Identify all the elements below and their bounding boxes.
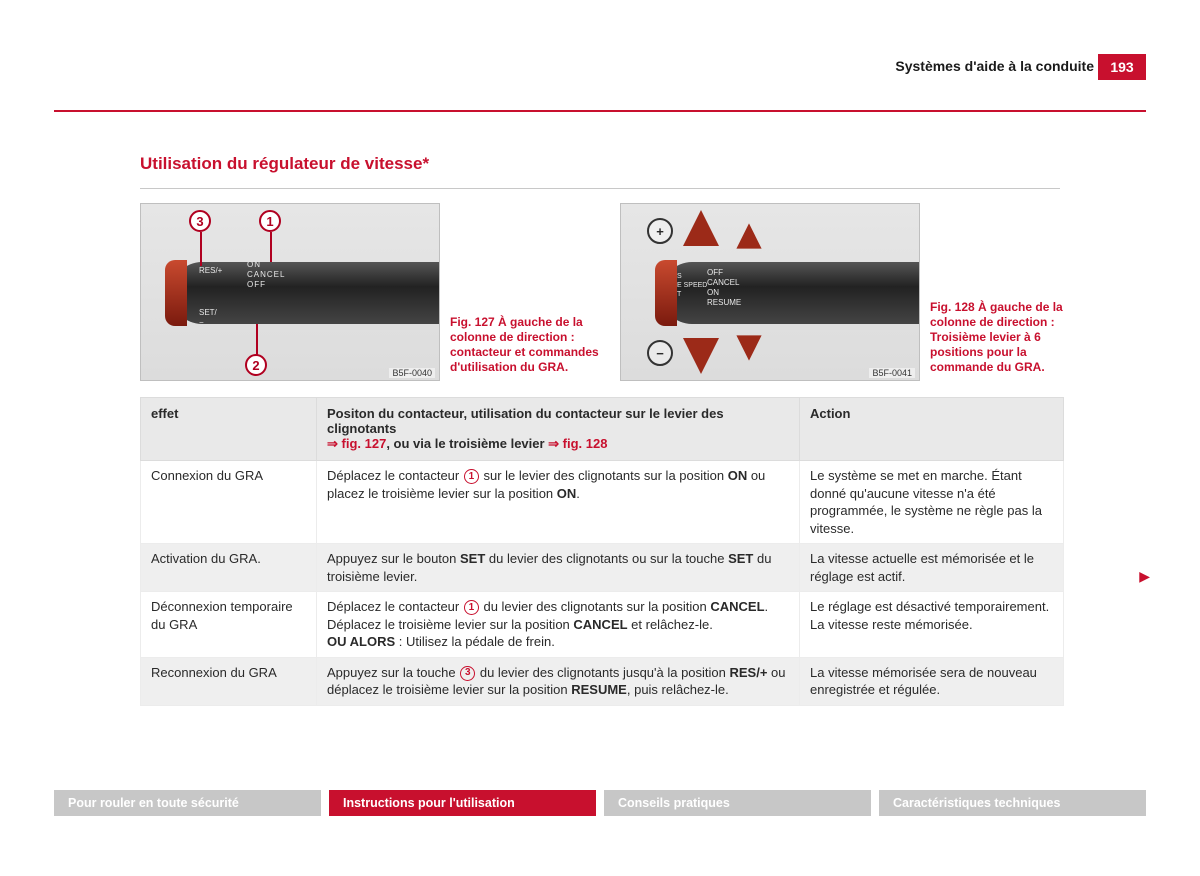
cell-position: Déplacez le contacteur 1 sur le levier d… [317,461,800,544]
page-number: 193 [1098,54,1146,80]
tab-safety[interactable]: Pour rouler en toute sécurité [54,790,321,816]
figure-128-image: OFF CANCEL ON RESUME S E SPEED T + − B5F… [620,203,920,381]
minus-icon: − [647,340,673,366]
footer-tabs: Pour rouler en toute sécurité Instructio… [54,790,1146,816]
figure-128-block: OFF CANCEL ON RESUME S E SPEED T + − B5F… [620,203,1088,381]
cell-position: Déplacez le contacteur 1 du levier des c… [317,592,800,658]
callout-1: 1 [259,210,281,232]
continue-marker-icon: ▶ [1139,568,1150,585]
badge-3: 3 [460,666,475,681]
ref-fig127: ⇒ fig. 127 [327,436,386,451]
callout-3: 3 [189,210,211,232]
cell-effet: Activation du GRA. [141,544,317,592]
figure-127-block: RES/+ SET/− ON CANCEL OFF 3 1 2 B5F-0040… [140,203,608,381]
table-row: Reconnexion du GRA Appuyez sur la touche… [141,657,1064,705]
cell-action: Le réglage est désactivé temporairement.… [800,592,1064,658]
plus-icon: + [647,218,673,244]
cell-position: Appuyez sur le bouton SET du levier des … [317,544,800,592]
cell-effet: Connexion du GRA [141,461,317,544]
cell-action: Le système se met en marche. Étant donné… [800,461,1064,544]
cell-position: Appuyez sur la touche 3 du levier des cl… [317,657,800,705]
header-rule [54,110,1146,112]
badge-1: 1 [464,600,479,615]
gra-table: effet Positon du contacteur, utilisation… [140,397,1064,706]
figures-row: RES/+ SET/− ON CANCEL OFF 3 1 2 B5F-0040… [140,197,1146,381]
tab-tips[interactable]: Conseils pratiques [604,790,871,816]
tab-specs[interactable]: Caractéristiques techniques [879,790,1146,816]
figure-127-code: B5F-0040 [389,368,435,378]
figure-127-image: RES/+ SET/− ON CANCEL OFF 3 1 2 B5F-0040 [140,203,440,381]
section-title: Utilisation du régulateur de vitesse* [140,154,1146,174]
table-row: Connexion du GRA Déplacez le contacteur … [141,461,1064,544]
chapter-title: Systèmes d'aide à la conduite [895,58,1094,74]
th-position: Positon du contacteur, utilisation du co… [317,398,800,461]
figure-128-code: B5F-0041 [869,368,915,378]
badge-1: 1 [464,469,479,484]
figure-127-caption: Fig. 127 À gauche de la colonne de direc… [450,315,608,381]
tab-instructions[interactable]: Instructions pour l'utilisation [329,790,596,816]
title-underline [140,188,1060,189]
figure-128-caption: Fig. 128 À gauche de la colonne de direc… [930,300,1088,381]
table-row: Activation du GRA. Appuyez sur le bouton… [141,544,1064,592]
page-header: Systèmes d'aide à la conduite 193 [54,56,1146,84]
table-row: Déconnexion temporaire du GRA Déplacez l… [141,592,1064,658]
ref-fig128: ⇒ fig. 128 [548,436,607,451]
callout-2: 2 [245,354,267,376]
cell-effet: Reconnexion du GRA [141,657,317,705]
th-effet: effet [141,398,317,461]
th-action: Action [800,398,1064,461]
cell-action: La vitesse mémorisée sera de nouveau enr… [800,657,1064,705]
cell-effet: Déconnexion temporaire du GRA [141,592,317,658]
cell-action: La vitesse actuelle est mémorisée et le … [800,544,1064,592]
lever-text-128: OFF CANCEL ON RESUME [707,268,741,308]
